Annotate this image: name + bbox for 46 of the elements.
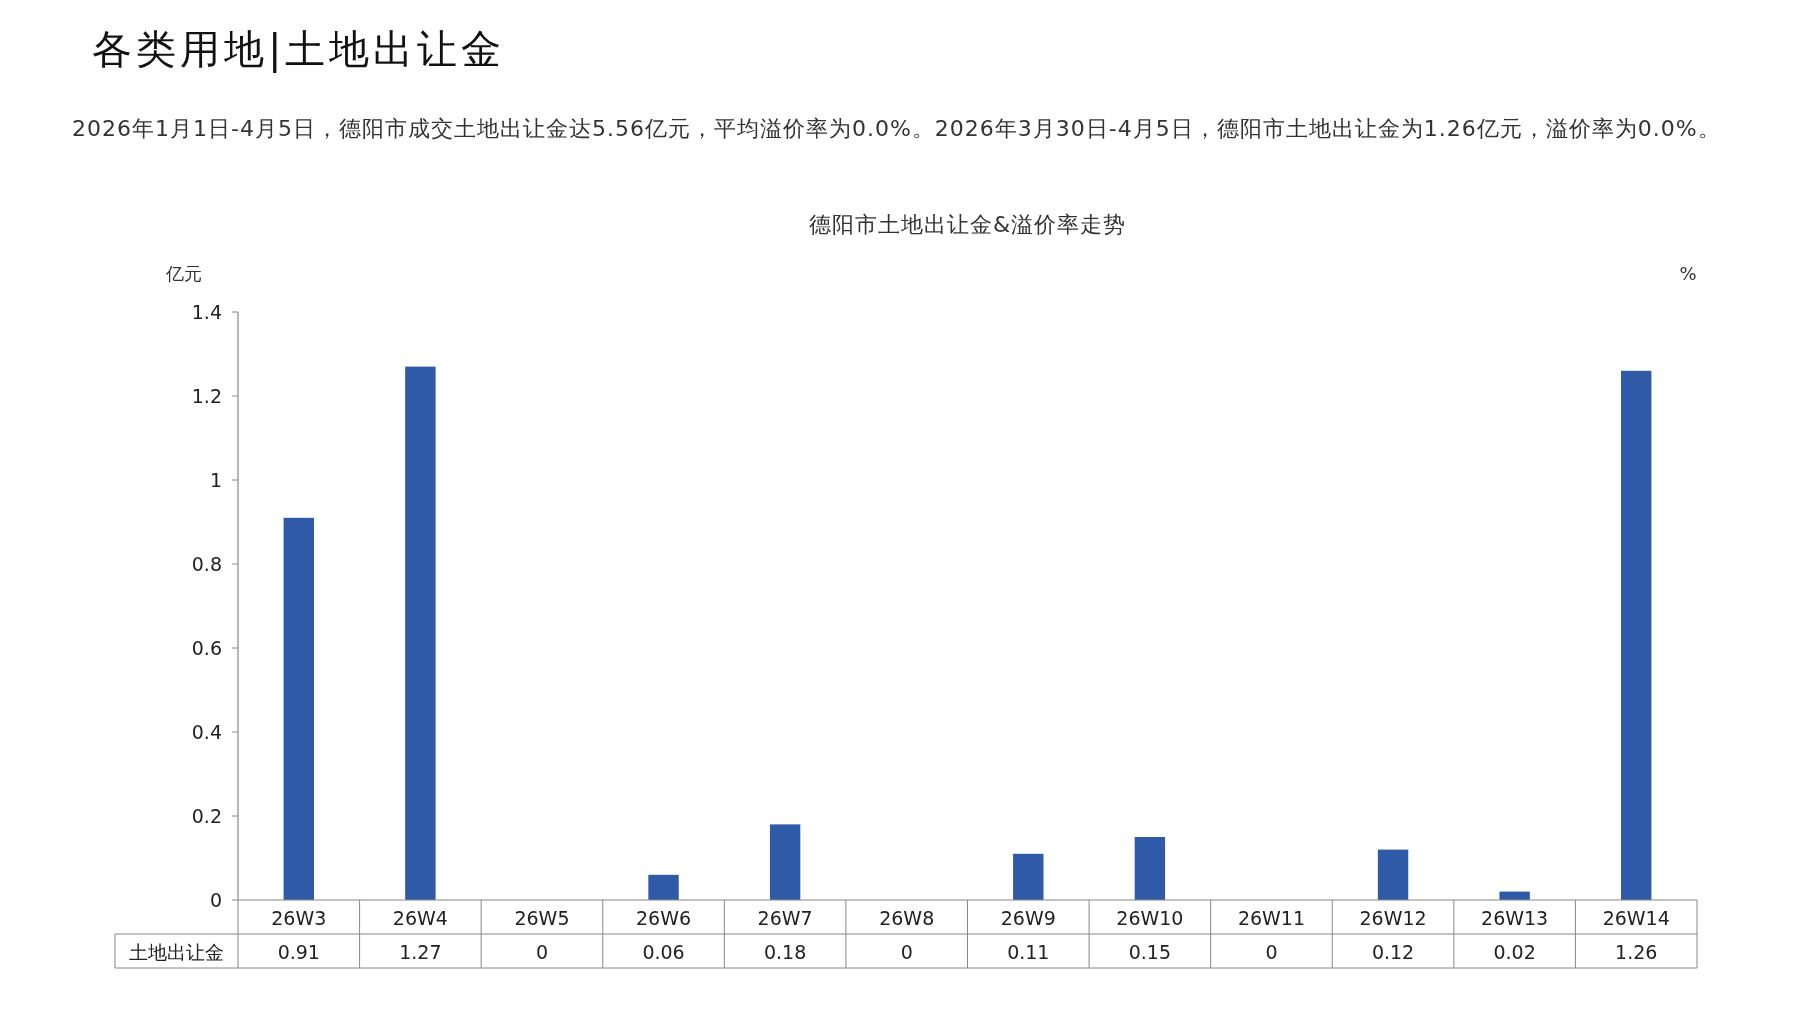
x-tick-label: 26W8 bbox=[879, 907, 935, 929]
data-label: 0 bbox=[900, 941, 913, 963]
bar bbox=[283, 517, 314, 900]
y-axis-title: 亿元 bbox=[165, 263, 202, 284]
y-tick-label: 1.4 bbox=[191, 301, 222, 323]
data-label: 1.26 bbox=[1615, 941, 1658, 963]
x-tick-label: 26W5 bbox=[514, 907, 570, 929]
x-tick-label: 26W11 bbox=[1237, 907, 1306, 929]
chart-subtitle: 2026年1月1日-4月5日，德阳市成交土地出让金达5.56亿元，平均溢价率为0.0%。2026年3月30日-4月5日，德阳市土地出让金为1.26亿元，溢价率为0.0%。 bbox=[72, 115, 1722, 143]
data-label: 0.11 bbox=[1007, 941, 1050, 963]
x-tick-label: 26W12 bbox=[1359, 907, 1427, 929]
data-label: 0.18 bbox=[763, 941, 807, 963]
bar bbox=[1013, 853, 1044, 900]
x-tick-label: 26W4 bbox=[392, 907, 448, 929]
bar bbox=[1377, 849, 1409, 900]
x-tick-label: 26W10 bbox=[1116, 907, 1184, 929]
x-tick-label: 26W14 bbox=[1602, 907, 1670, 929]
x-tick-label: 26W7 bbox=[757, 907, 813, 929]
y-tick-label: 1 bbox=[209, 469, 222, 491]
data-label: 0.06 bbox=[642, 941, 685, 963]
bar bbox=[405, 366, 436, 900]
bar bbox=[769, 824, 801, 900]
y-tick-label: 0.4 bbox=[191, 721, 222, 743]
text: 各类用地|土地出让金 bbox=[92, 25, 506, 75]
y2-axis-title: % bbox=[1679, 263, 1697, 284]
data-label: 0 bbox=[1265, 941, 1278, 963]
bar bbox=[1621, 370, 1652, 900]
data-label: 0.15 bbox=[1128, 941, 1172, 963]
y-tick-label: 0.8 bbox=[191, 553, 222, 575]
data-label: 0 bbox=[535, 941, 549, 963]
data-label: 1.27 bbox=[399, 941, 442, 963]
chart-title: 德阳市土地出让金&溢价率走势 bbox=[808, 212, 1127, 237]
bar bbox=[1134, 837, 1166, 900]
data-label: 0.91 bbox=[277, 941, 320, 963]
x-tick-label: 26W13 bbox=[1481, 907, 1549, 929]
text: 土地出让金 bbox=[129, 941, 224, 963]
x-tick-label: 26W6 bbox=[636, 907, 692, 929]
x-tick-label: 26W9 bbox=[1000, 907, 1056, 929]
x-tick-label: 26W3 bbox=[271, 907, 327, 929]
y-tick-label: 0 bbox=[209, 889, 222, 911]
bar bbox=[648, 874, 679, 900]
data-label: 0.02 bbox=[1493, 941, 1536, 963]
data-label: 0.12 bbox=[1371, 941, 1415, 963]
y-tick-label: 1.2 bbox=[191, 385, 222, 407]
y-tick-label: 0.2 bbox=[191, 805, 222, 827]
y-tick-label: 0.6 bbox=[191, 637, 222, 659]
